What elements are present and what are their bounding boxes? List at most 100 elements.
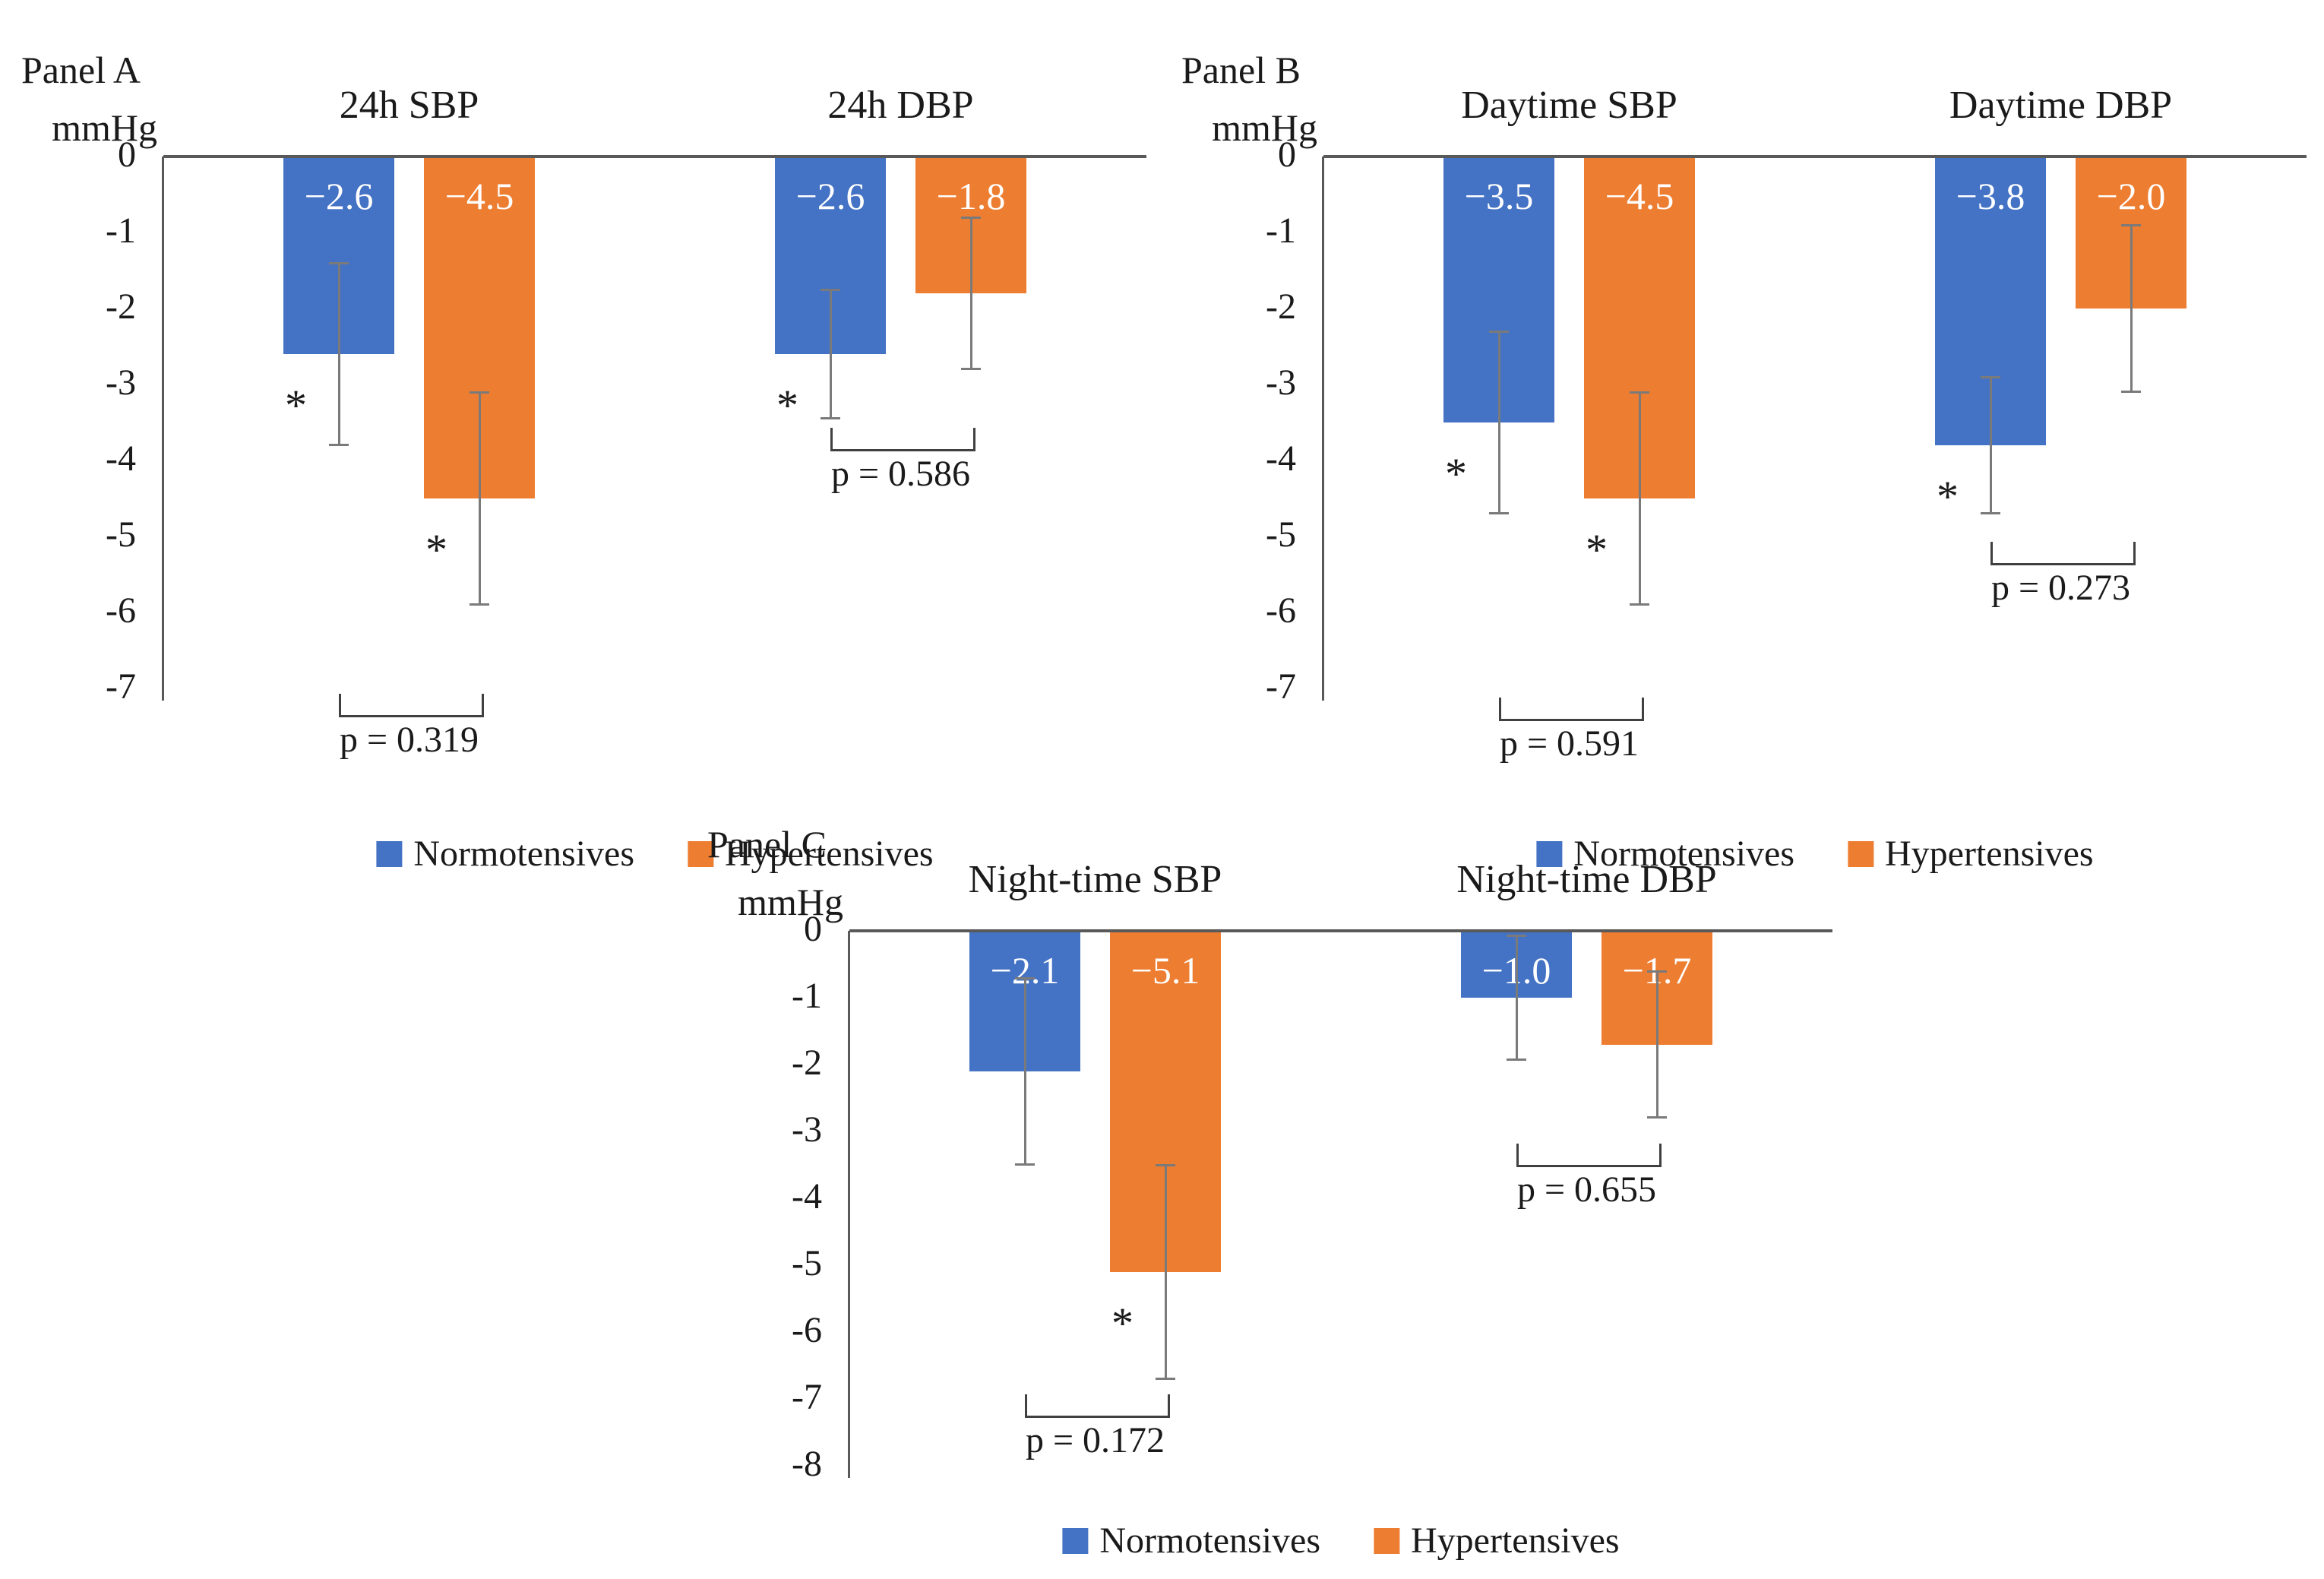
group-title-night-time-sbp: Night-time SBP xyxy=(968,858,1222,901)
bar-value-24h-sbp-hypertensives: −4.5 xyxy=(444,175,514,217)
panel-c-legend-label-hypertensives: Hypertensives xyxy=(1411,1520,1620,1561)
panel-b-ytick-7: -7 xyxy=(1266,666,1296,707)
error-bar-cap-bottom-24h-dbp-hypertensives xyxy=(961,368,981,370)
panel-a-ytick-6: -6 xyxy=(106,590,136,631)
p-value-night-time-sbp: p = 0.172 xyxy=(1025,1420,1165,1460)
bar-value-24h-dbp-normotensives: −2.6 xyxy=(795,175,865,217)
panel-b-ytick-0: 0 xyxy=(1278,134,1296,175)
significance-asterisk-24h-dbp-normotensives: * xyxy=(776,381,798,430)
error-bar-cap-bottom-night-time-sbp-hypertensives xyxy=(1156,1377,1175,1380)
panel-c-legend: Normotensives Hypertensives xyxy=(1062,1520,1620,1562)
p-bracket-24h-dbp xyxy=(830,428,975,451)
error-bar-cap-bottom-daytime-dbp-hypertensives xyxy=(2121,391,2141,393)
panel-b-legend-label-normotensives: Normotensives xyxy=(1573,834,1795,874)
error-bar-cap-bottom-daytime-sbp-hypertensives xyxy=(1630,603,1649,606)
p-bracket-night-time-dbp xyxy=(1516,1144,1662,1167)
panel-c-ytick-6: -6 xyxy=(792,1310,822,1350)
panel-a-ytick-3: -3 xyxy=(106,362,136,403)
normotensives-swatch-icon xyxy=(1062,1527,1089,1554)
bar-value-daytime-dbp-hypertensives: −2.0 xyxy=(2096,175,2166,217)
panel-b-label: Panel B xyxy=(1181,49,1301,91)
error-bar-cap-top-24h-dbp-normotensives xyxy=(821,289,840,291)
p-value-daytime-sbp: p = 0.591 xyxy=(1499,723,1639,764)
error-bar-cap-bottom-night-time-dbp-normotensives xyxy=(1507,1058,1526,1061)
p-value-daytime-dbp: p = 0.273 xyxy=(1990,568,2131,608)
error-bar-cap-top-night-time-dbp-normotensives xyxy=(1507,935,1526,938)
significance-asterisk-night-time-sbp-hypertensives: * xyxy=(1111,1298,1134,1348)
significance-asterisk-24h-sbp-hypertensives: * xyxy=(425,525,447,574)
error-bar-cap-bottom-24h-sbp-normotensives xyxy=(329,444,349,446)
panel-b-ytick-4: -4 xyxy=(1266,438,1296,479)
panel-b-legend-item-hypertensives: Hypertensives xyxy=(1848,833,2094,875)
error-bar-cap-bottom-daytime-dbp-normotensives xyxy=(1981,512,2000,514)
bar-value-daytime-sbp-hypertensives: −4.5 xyxy=(1605,175,1674,217)
error-bar-24h-sbp-hypertensives xyxy=(478,392,481,605)
panel-c-legend-item-hypertensives: Hypertensives xyxy=(1374,1520,1620,1562)
error-bar-cap-bottom-night-time-dbp-hypertensives xyxy=(1647,1116,1667,1119)
panel-a-label: Panel A xyxy=(21,49,141,91)
panel-b-legend-label-hypertensives: Hypertensives xyxy=(1885,834,2094,874)
error-bar-night-time-sbp-hypertensives xyxy=(1164,1165,1167,1379)
panel-a-ytick-4: -4 xyxy=(106,438,136,479)
panel-c-ytick-4: -4 xyxy=(792,1176,822,1217)
error-bar-daytime-dbp-hypertensives xyxy=(2130,225,2133,392)
panel-c-ytick-7: -7 xyxy=(792,1377,822,1417)
error-bar-cap-top-24h-sbp-hypertensives xyxy=(470,391,489,394)
panel-a-legend-label-hypertensives: Hypertensives xyxy=(725,834,934,874)
panel-a-axis-unit: mmHg xyxy=(52,106,157,149)
group-title-daytime-dbp: Daytime DBP xyxy=(1949,84,2173,127)
error-bar-cap-bottom-daytime-sbp-normotensives xyxy=(1489,512,1509,514)
panel-b-ytick-1: -1 xyxy=(1266,210,1296,251)
panel-b-ytick-6: -6 xyxy=(1266,590,1296,631)
panel-c-ytick-1: -1 xyxy=(792,976,822,1016)
panel-a-legend-item-hypertensives: Hypertensives xyxy=(688,833,934,875)
panel-c-label: Panel C xyxy=(707,823,827,865)
significance-asterisk-daytime-dbp-normotensives: * xyxy=(1937,472,1959,521)
panel-a-ytick-0: 0 xyxy=(118,134,136,175)
panel-c-zero-line xyxy=(849,929,1832,932)
p-value-24h-sbp: p = 0.319 xyxy=(339,720,479,760)
panel-b-ytick-2: -2 xyxy=(1266,286,1296,327)
bar-value-daytime-dbp-normotensives: −3.8 xyxy=(1956,175,2025,217)
p-bracket-daytime-dbp xyxy=(1990,542,2136,565)
panel-b-ytick-3: -3 xyxy=(1266,362,1296,403)
panel-b-y-axis xyxy=(1322,157,1324,701)
panel-c-ytick-0: 0 xyxy=(804,909,822,949)
p-value-24h-dbp: p = 0.586 xyxy=(830,454,971,494)
error-bar-cap-top-daytime-sbp-normotensives xyxy=(1489,331,1509,333)
panel-b-legend: Normotensives Hypertensives xyxy=(1536,833,2094,875)
error-bar-cap-top-night-time-sbp-normotensives xyxy=(1015,976,1035,979)
significance-asterisk-24h-sbp-normotensives: * xyxy=(285,381,307,430)
hypertensives-swatch-icon xyxy=(688,840,714,867)
error-bar-cap-top-night-time-dbp-hypertensives xyxy=(1647,970,1667,973)
panel-c-ytick-3: -3 xyxy=(792,1109,822,1150)
error-bar-cap-top-daytime-dbp-hypertensives xyxy=(2121,224,2141,226)
significance-asterisk-daytime-sbp-normotensives: * xyxy=(1445,449,1467,498)
error-bar-cap-bottom-24h-dbp-normotensives xyxy=(821,417,840,419)
normotensives-swatch-icon xyxy=(1536,840,1563,867)
group-title-daytime-sbp: Daytime SBP xyxy=(1461,84,1677,127)
panel-c-axis-unit: mmHg xyxy=(738,881,843,923)
panel-b-legend-item-normotensives: Normotensives xyxy=(1536,833,1794,875)
panel-a-ytick-2: -2 xyxy=(106,286,136,327)
panel-a-y-axis xyxy=(162,157,164,701)
error-bar-24h-dbp-normotensives xyxy=(829,290,832,419)
significance-asterisk-daytime-sbp-hypertensives: * xyxy=(1586,525,1608,574)
panel-c-ytick-2: -2 xyxy=(792,1043,822,1083)
error-bar-cap-top-24h-dbp-hypertensives xyxy=(961,217,981,219)
bar-value-24h-dbp-hypertensives: −1.8 xyxy=(936,175,1006,217)
panel-a-legend-item-normotensives: Normotensives xyxy=(376,833,634,875)
bar-value-daytime-sbp-normotensives: −3.5 xyxy=(1464,175,1534,217)
error-bar-cap-top-daytime-dbp-normotensives xyxy=(1981,376,2000,378)
panel-a-ytick-7: -7 xyxy=(106,666,136,707)
error-bar-night-time-dbp-hypertensives xyxy=(1655,970,1658,1119)
panel-b-zero-line xyxy=(1323,155,2307,158)
hypertensives-swatch-icon xyxy=(1848,840,1874,867)
p-value-night-time-dbp: p = 0.655 xyxy=(1516,1169,1657,1210)
group-title-24h-dbp: 24h DBP xyxy=(827,84,974,127)
error-bar-24h-dbp-hypertensives xyxy=(969,217,972,369)
error-bar-daytime-sbp-normotensives xyxy=(1497,331,1500,514)
error-bar-daytime-sbp-hypertensives xyxy=(1638,392,1641,605)
error-bar-night-time-dbp-normotensives xyxy=(1515,935,1518,1060)
